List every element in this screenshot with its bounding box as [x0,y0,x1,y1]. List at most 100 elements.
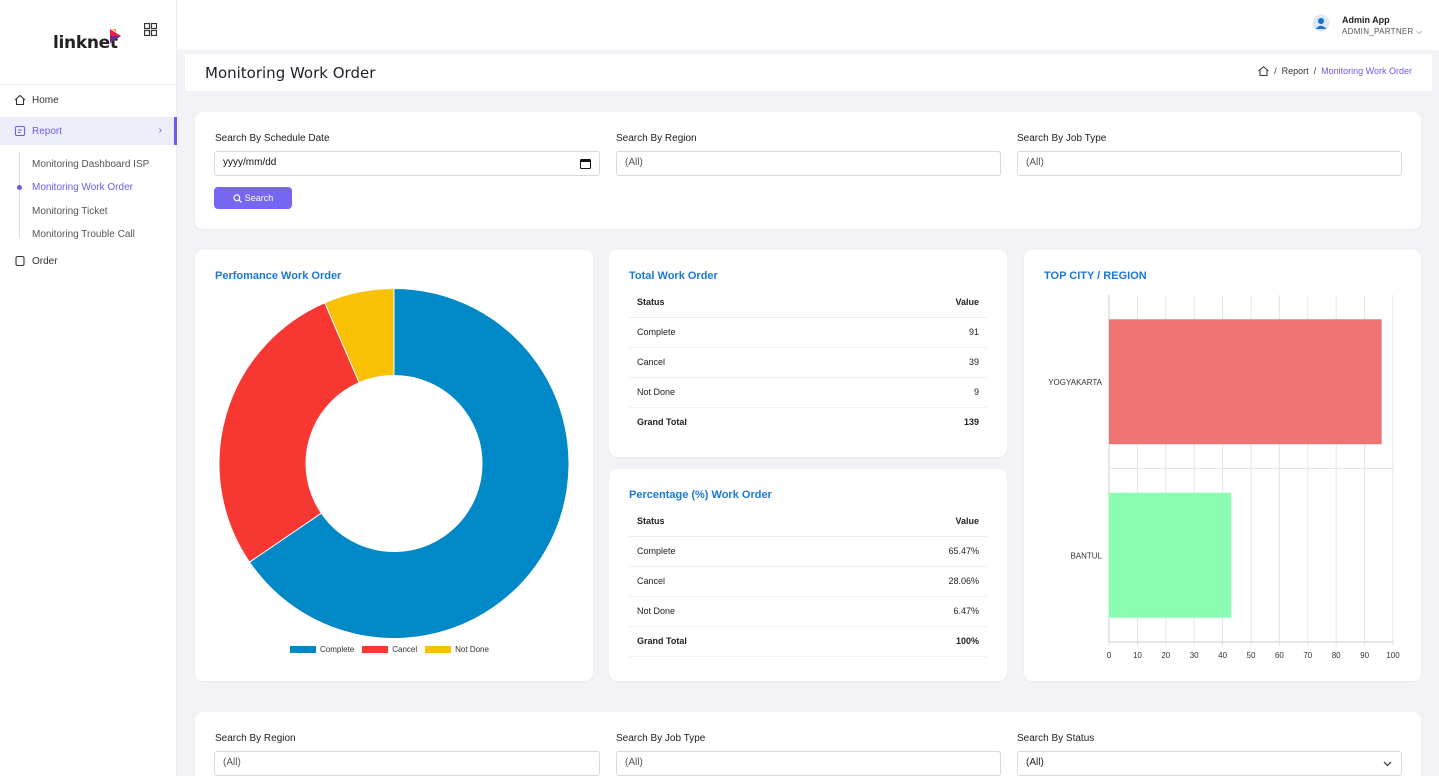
slice-not-done[interactable] [324,287,395,384]
x-tick-label: 90 [1360,651,1369,660]
report-icon [14,125,26,137]
breadcrumb-report[interactable]: Report [1281,66,1309,76]
percentage-work-order-table: Status Value Complete 65.47% Cancel 28.06%… [629,506,987,657]
breadcrumb-current: Monitoring Work Order [1321,66,1412,76]
total-work-order-card: Total Work Order Status Value Complete 91… [609,250,1007,457]
grid-icon[interactable] [144,23,157,36]
cell-value: 28.06% [838,566,987,597]
x-tick-label: 10 [1133,651,1142,660]
sidebar-subitem-work-order[interactable]: Monitoring Work Order [32,182,133,193]
total-work-order-table: Status Value Complete 91 Cancel 39 Not Don… [629,287,987,437]
jobtype-label: Search By Job Type [1017,133,1107,144]
sidebar-subitem-dashboard-isp[interactable]: Monitoring Dashboard ISP [32,159,150,170]
user-avatar-icon[interactable] [1312,14,1330,32]
schedule-date-label: Search By Schedule Date [215,133,330,144]
legend-swatch [425,646,452,654]
user-name[interactable]: Admin App [1342,15,1390,25]
cell-value: 139 [963,417,979,428]
region-select[interactable]: (All) [616,151,1001,176]
table-total-row: Grand Total 100% [629,626,987,657]
cell-value: 100% [838,626,987,657]
y-tick-label: BANTUL [1070,551,1102,560]
table-row: Not Done 6.47% [629,596,987,627]
performance-title: Perfomance Work Order [215,270,342,282]
bar-bantul[interactable] [1109,492,1232,618]
column-header-status: Status [629,287,853,318]
jobtype-select[interactable]: (All) [1017,151,1402,176]
cell-status: Grand Total [637,417,687,428]
chevron-down-icon [1383,761,1392,767]
cell-value: 91 [852,317,987,348]
schedule-date-value: yyyy/mm/dd [223,157,277,168]
home-icon[interactable] [1258,66,1269,76]
calendar-icon[interactable] [580,158,591,169]
logo[interactable]: linknet [53,33,118,53]
legend-swatch [362,646,389,654]
page-title: Monitoring Work Order [205,64,376,82]
sidebar: linknet Home Report › Monitoring Dashboa… [0,0,177,776]
breadcrumb-separator: / [1313,66,1317,76]
sidebar-item-home[interactable]: Home [0,86,177,114]
status-select-value: (All) [1026,757,1044,768]
sidebar-item-report[interactable]: Report › [0,117,177,145]
legend-item-not-done[interactable]: Not Done [425,645,489,654]
search-icon [233,193,242,203]
x-tick-label: 30 [1190,651,1199,660]
sidebar-subitem-trouble-call[interactable]: Monitoring Trouble Call [32,229,135,240]
legend-item-cancel[interactable]: Cancel [362,645,417,654]
status-label: Search By Status [1017,733,1095,744]
bottom-jobtype-select[interactable]: (All) [616,751,1001,776]
x-tick-label: 100 [1386,651,1400,660]
cell-status: Complete [629,317,853,348]
x-tick-label: 80 [1332,651,1341,660]
filter-card-top: Search By Schedule Date yyyy/mm/dd Searc… [195,112,1421,229]
cell-status: Grand Total [629,626,839,657]
home-icon [14,94,26,106]
legend-item-complete[interactable]: Complete [290,645,354,654]
x-tick-label: 20 [1161,651,1170,660]
logo-area: linknet [0,0,176,85]
table-header-row: Status Value [629,287,987,318]
table-row: Complete 91 [629,317,987,348]
slice-complete[interactable] [248,287,570,639]
bottom-jobtype-label: Search By Job Type [616,733,706,744]
bar-yogyakarta[interactable] [1109,319,1382,445]
bottom-region-select[interactable]: (All) [214,751,600,776]
cell-value: 9 [852,377,987,408]
user-role-dropdown[interactable]: ADMIN_PARTNER ⌵ [1342,27,1423,36]
y-tick-label: YOGYAKARTA [1048,378,1102,387]
topbar: Admin App ADMIN_PARTNER ⌵ [177,0,1439,50]
cell-status: Not Done [629,377,853,408]
logo-mark-icon [110,29,121,43]
performance-card: Perfomance Work Order Complete Cancel No… [195,250,593,681]
x-tick-label: 50 [1247,651,1256,660]
total-work-order-title: Total Work Order [629,270,718,282]
x-tick-label: 70 [1303,651,1312,660]
breadcrumb: / Report / Monitoring Work Order [1258,66,1412,76]
status-select[interactable]: (All) [1017,751,1402,776]
slice-cancel[interactable] [218,302,360,563]
legend-label: Cancel [392,645,418,654]
table-total-row: Grand Total 139 [629,407,987,437]
search-button[interactable]: Search [214,187,292,209]
cell-value: 39 [852,347,987,378]
x-tick-label: 60 [1275,651,1284,660]
cell-status: Not Done [629,596,839,627]
performance-donut-chart [218,287,570,639]
table-row: Complete 65.47% [629,536,987,567]
x-tick-label: 40 [1218,651,1227,660]
sidebar-subitem-ticket[interactable]: Monitoring Ticket [32,206,108,217]
chevron-right-icon: › [158,125,162,136]
x-tick-label: 0 [1107,651,1112,660]
sidebar-item-order[interactable]: Order [0,247,177,275]
cell-status: Cancel [629,566,839,597]
table-row: Not Done 9 [629,377,987,408]
top-city-card: TOP CITY / REGION 0 10 20 30 40 50 60 70 80 90 100… [1024,250,1421,681]
performance-legend: Complete Cancel Not Done [290,645,489,654]
order-icon [15,255,25,267]
region-label: Search By Region [616,133,697,144]
legend-label: Not Done [455,645,489,654]
schedule-date-input[interactable]: yyyy/mm/dd [214,151,600,176]
column-header-value: Value [852,287,987,318]
top-city-bar-chart: 0 10 20 30 40 50 60 70 80 90 100 YOGYAKARTA BANTUL [1048,295,1400,660]
